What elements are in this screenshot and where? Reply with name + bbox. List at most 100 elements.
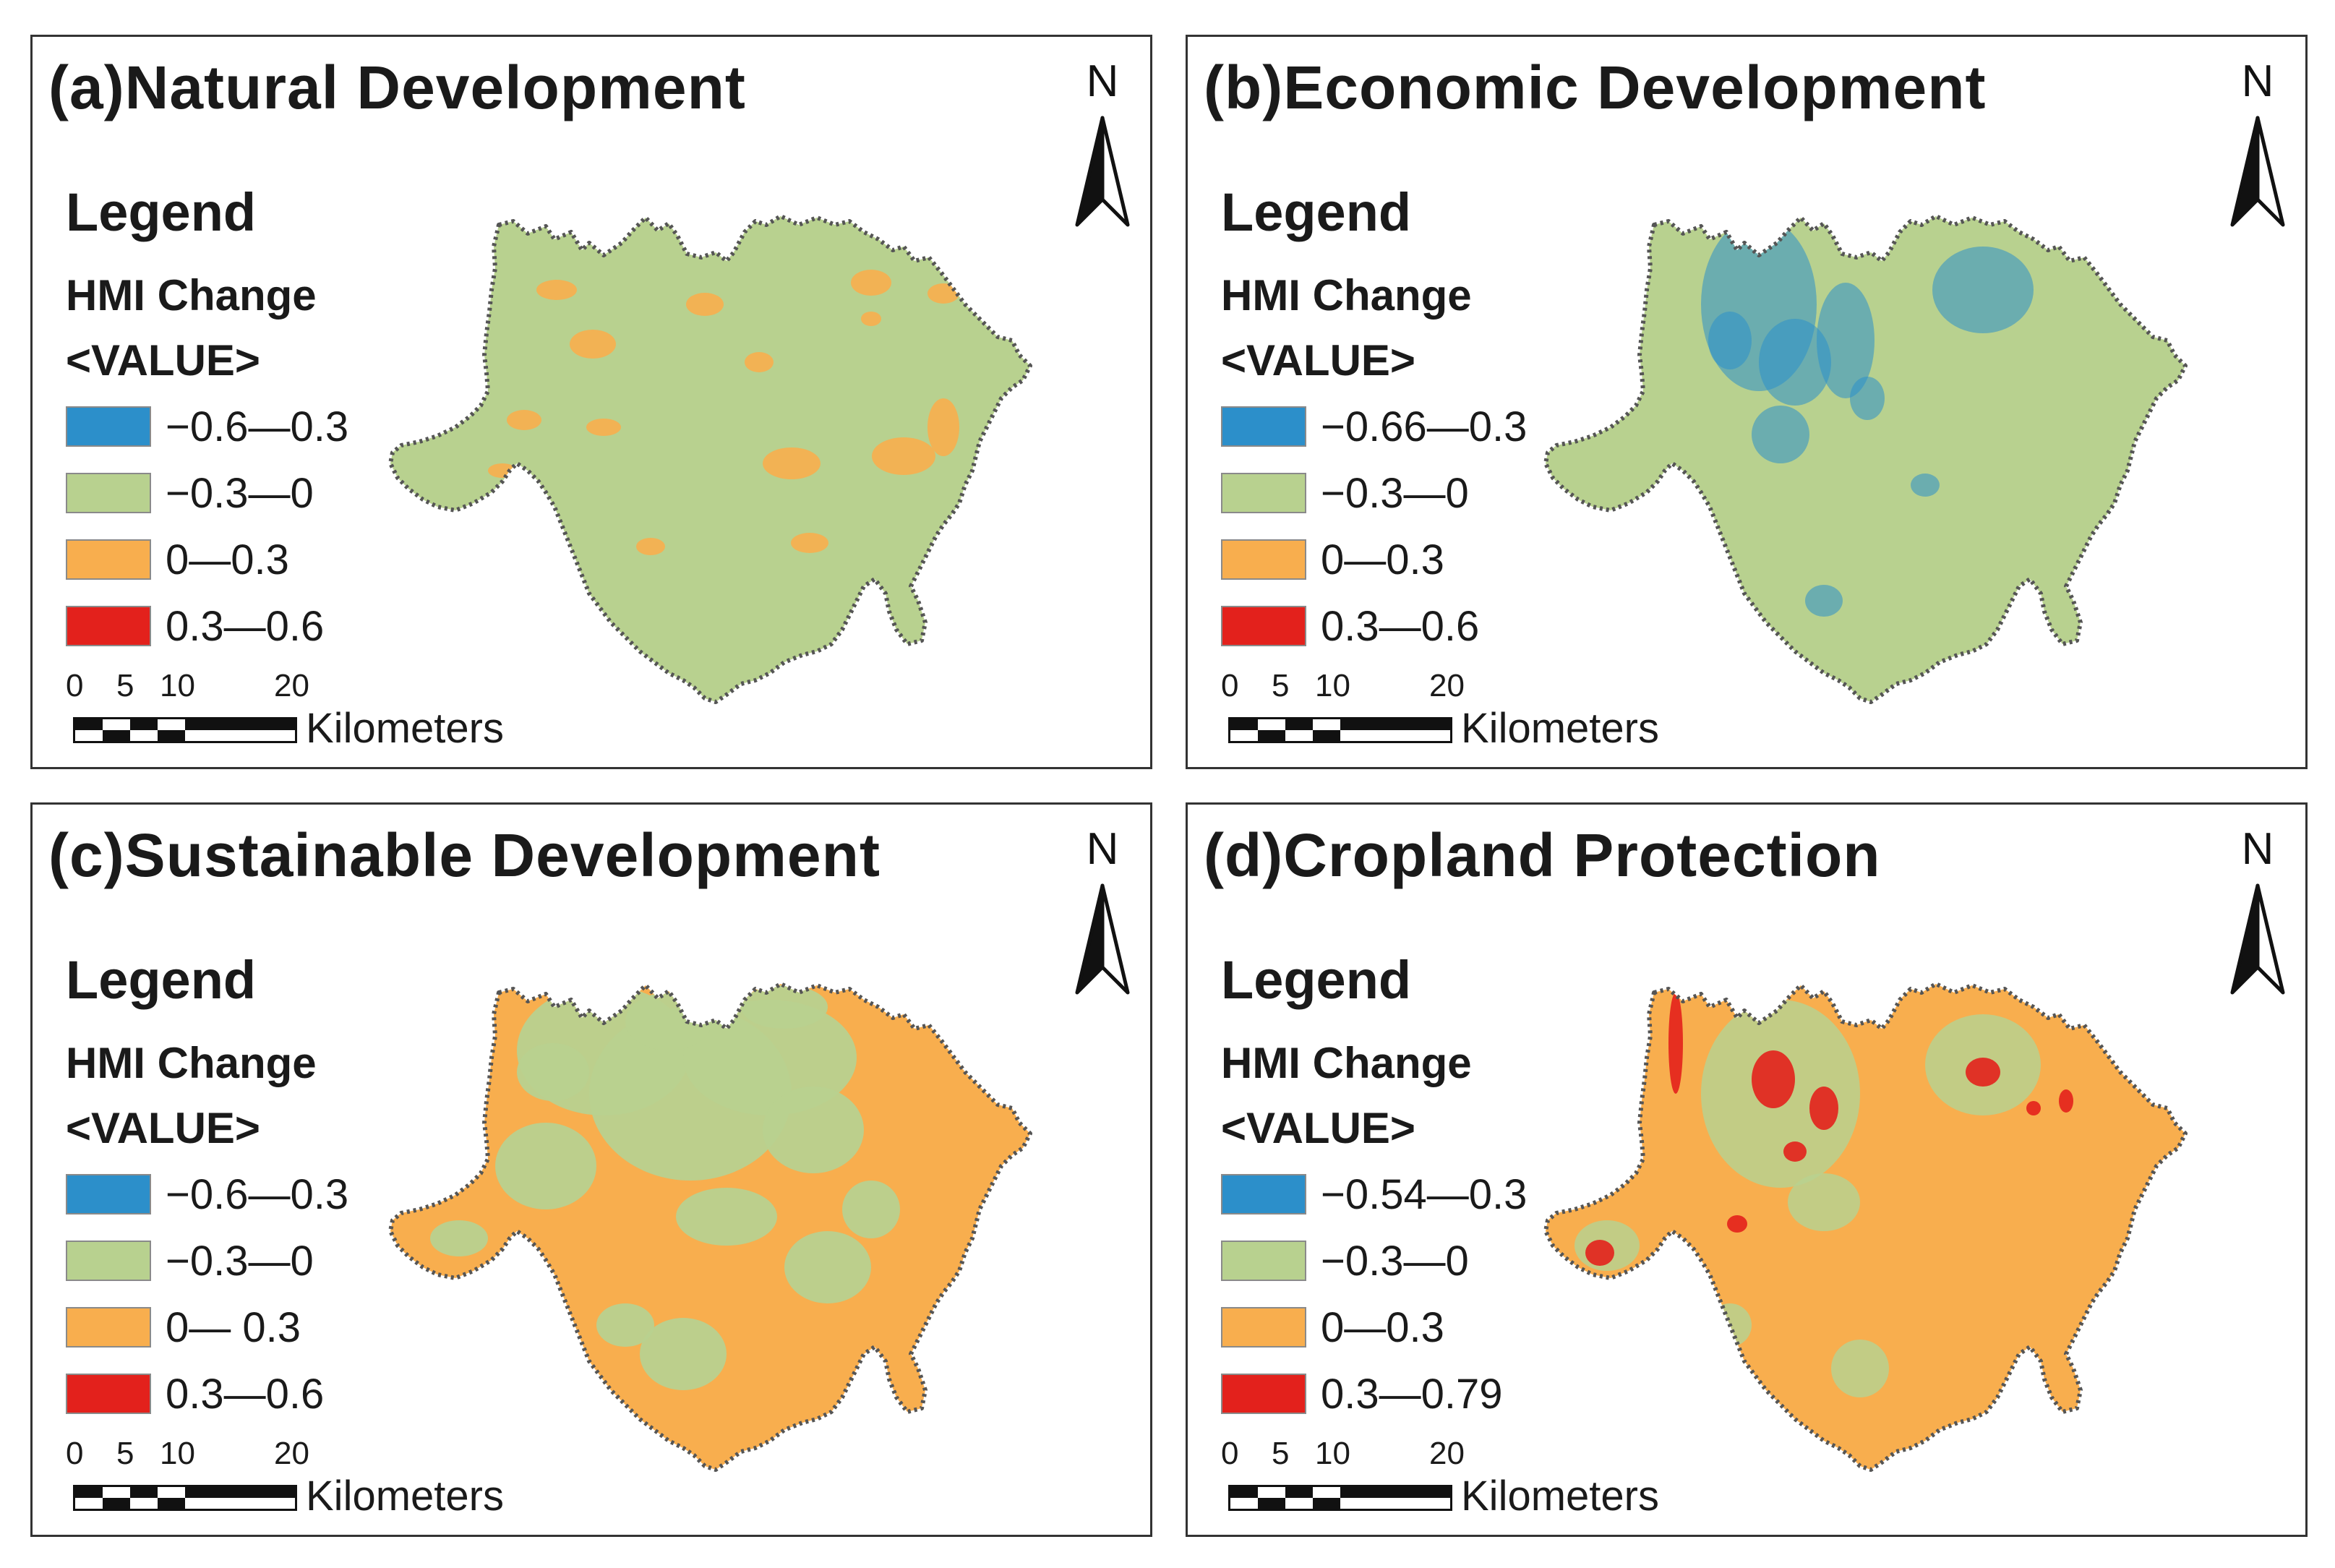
legend-item-label: 0— 0.3 bbox=[166, 1303, 301, 1351]
map-patch bbox=[872, 437, 935, 475]
scale-tick-5: 5 bbox=[116, 1436, 134, 1471]
legend-item: 0— 0.3 bbox=[66, 1294, 348, 1361]
study-area-map bbox=[365, 124, 1131, 760]
legend-item-label: −0.3—0 bbox=[1321, 1237, 1469, 1285]
legend-item: −0.6—0.3 bbox=[66, 1161, 348, 1228]
legend-item-label: 0.3—0.6 bbox=[166, 1370, 325, 1418]
north-label: N bbox=[1087, 824, 1119, 874]
legend-swatch bbox=[1221, 539, 1306, 580]
map-patch bbox=[842, 1181, 900, 1238]
north-label: N bbox=[1087, 56, 1119, 106]
map-patch bbox=[625, 993, 712, 1050]
scale-unit: Kilometers bbox=[1461, 1473, 1659, 1520]
study-area-map bbox=[365, 891, 1131, 1528]
legend-title: Legend bbox=[1221, 950, 1412, 1010]
legend-swatch bbox=[1221, 1374, 1306, 1414]
legend-swatch bbox=[1221, 1307, 1306, 1348]
map-patch bbox=[784, 1231, 871, 1303]
legend-value-label: <VALUE> bbox=[1221, 336, 1415, 385]
legend-item: −0.3—0 bbox=[66, 460, 348, 526]
scale-unit: Kilometers bbox=[1461, 705, 1659, 752]
map-patch bbox=[1585, 1240, 1614, 1266]
map-panel-cropland-protection: (d)Cropland Protection Legend HMI Change… bbox=[1186, 802, 2308, 1537]
legend-item: 0.3—0.79 bbox=[1221, 1361, 1527, 1427]
scale-bar-graphic bbox=[1228, 1485, 1452, 1511]
map-patch bbox=[686, 293, 724, 316]
north-arrow-icon: N bbox=[1063, 819, 1142, 1007]
legend-item: 0.3—0.6 bbox=[66, 1361, 348, 1427]
panel-title: (b)Economic Development bbox=[1204, 53, 1987, 121]
legend-items: −0.6—0.3 −0.3—0 0— 0.3 0.3—0.6 bbox=[66, 1161, 348, 1427]
legend-item: −0.3—0 bbox=[66, 1228, 348, 1294]
legend-swatch bbox=[1221, 606, 1306, 646]
legend-item-label: 0—0.3 bbox=[1321, 536, 1444, 583]
scale-unit: Kilometers bbox=[306, 1473, 504, 1520]
legend-title: Legend bbox=[66, 950, 257, 1010]
scale-tick-0: 0 bbox=[66, 668, 84, 703]
map-patch bbox=[741, 985, 828, 1029]
scale-tick-20: 20 bbox=[1429, 1436, 1465, 1471]
map-patch bbox=[2026, 1101, 2041, 1115]
legend-value-label: <VALUE> bbox=[1221, 1104, 1415, 1152]
legend-swatch bbox=[1221, 473, 1306, 513]
scale-tick-20: 20 bbox=[1429, 668, 1465, 703]
scale-bar: 0 5 10 20 Kilometers bbox=[1221, 1436, 1691, 1530]
map-patch bbox=[636, 538, 665, 555]
map-patch bbox=[927, 398, 959, 456]
legend-item-label: 0—0.3 bbox=[1321, 1303, 1444, 1351]
legend-swatch bbox=[66, 1374, 151, 1414]
map-patch bbox=[495, 1123, 596, 1209]
panel-title: (c)Sustainable Development bbox=[48, 821, 881, 889]
map-patch bbox=[1805, 585, 1843, 617]
map-patch bbox=[536, 280, 577, 300]
legend-item: −0.54—0.3 bbox=[1221, 1161, 1527, 1228]
legend-swatch bbox=[66, 1174, 151, 1214]
legend-swatch bbox=[66, 539, 151, 580]
legend-field-name: HMI Change bbox=[1221, 1039, 1472, 1087]
legend-item-label: −0.3—0 bbox=[166, 469, 314, 517]
legend-item: −0.3—0 bbox=[1221, 460, 1527, 526]
legend-value-label: <VALUE> bbox=[66, 1104, 260, 1152]
legend-field-name: HMI Change bbox=[66, 1039, 317, 1087]
scale-tick-0: 0 bbox=[66, 1436, 84, 1471]
legend-item: −0.3—0 bbox=[1221, 1228, 1527, 1294]
map-patch bbox=[1727, 1215, 1747, 1233]
north-arrow-icon: N bbox=[2218, 51, 2297, 239]
legend: Legend HMI Change <VALUE> −0.6—0.3 −0.3—0… bbox=[66, 181, 348, 659]
map-panel-natural-development: (a)Natural Development Legend HMI Change… bbox=[30, 35, 1152, 769]
legend-items: −0.6—0.3 −0.3—0 0—0.3 0.3—0.6 bbox=[66, 393, 348, 659]
legend-value-label: <VALUE> bbox=[66, 336, 260, 385]
legend: Legend HMI Change <VALUE> −0.66—0.3 −0.3—… bbox=[1221, 181, 1527, 659]
legend-item-label: −0.6—0.3 bbox=[166, 1170, 349, 1218]
map-patch bbox=[1759, 319, 1831, 406]
legend-swatch bbox=[1221, 1241, 1306, 1281]
legend-items: −0.66—0.3 −0.3—0 0—0.3 0.3—0.6 bbox=[1221, 393, 1527, 659]
legend-swatch bbox=[66, 473, 151, 513]
legend-title: Legend bbox=[66, 182, 257, 242]
map-panel-sustainable-development: (c)Sustainable Development Legend HMI Ch… bbox=[30, 802, 1152, 1537]
panel-title: (a)Natural Development bbox=[48, 53, 746, 121]
scale-tick-0: 0 bbox=[1221, 1436, 1239, 1471]
legend-field-name: HMI Change bbox=[66, 271, 317, 320]
north-arrow-icon: N bbox=[2218, 819, 2297, 1007]
legend-item-label: 0.3—0.6 bbox=[166, 602, 325, 650]
map-patch bbox=[507, 410, 541, 430]
legend-swatch bbox=[66, 606, 151, 646]
map-patch bbox=[1850, 377, 1885, 420]
map-patch bbox=[1668, 993, 1683, 1094]
legend-item: −0.66—0.3 bbox=[1221, 393, 1527, 460]
map-patch bbox=[1809, 1087, 1838, 1130]
legend-item-label: −0.3—0 bbox=[166, 1237, 314, 1285]
legend-item: 0—0.3 bbox=[66, 526, 348, 593]
map-patch bbox=[430, 1220, 488, 1256]
legend-items: −0.54—0.3 −0.3—0 0—0.3 0.3—0.79 bbox=[1221, 1161, 1527, 1427]
legend-title: Legend bbox=[1221, 182, 1412, 242]
map-patch bbox=[517, 1043, 589, 1101]
scale-tick-20: 20 bbox=[274, 668, 309, 703]
legend-item-label: −0.54—0.3 bbox=[1321, 1170, 1528, 1218]
legend-swatch bbox=[66, 1307, 151, 1348]
map-patch bbox=[1831, 1340, 1889, 1397]
north-label: N bbox=[2242, 824, 2274, 874]
map-patch bbox=[570, 330, 616, 359]
map-patch bbox=[1788, 1173, 1860, 1231]
